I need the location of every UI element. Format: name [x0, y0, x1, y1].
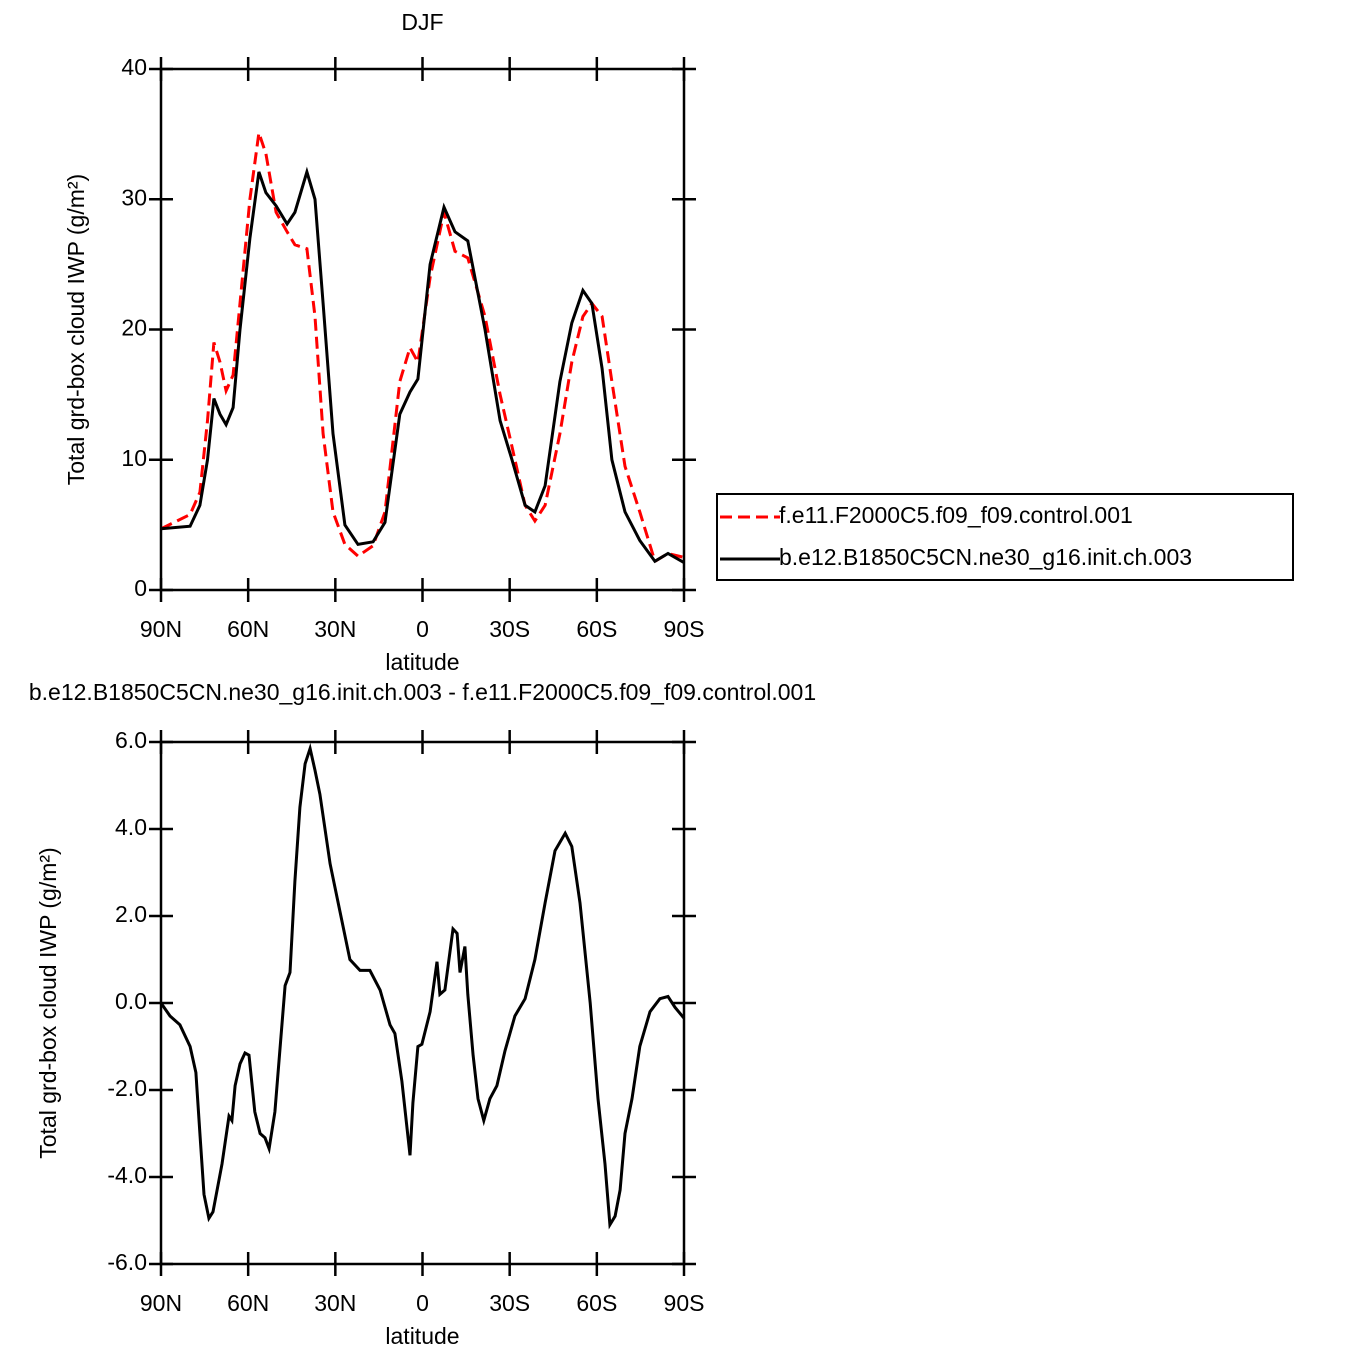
data-line: [160, 166, 685, 564]
x-tick-label: 90N: [140, 1290, 182, 1316]
plot-frame: [159, 740, 686, 1266]
x-tick-label: 90S: [664, 616, 705, 642]
x-axis-label: latitude: [385, 1323, 459, 1349]
x-tick-label: 30N: [314, 1290, 356, 1316]
y-tick-label: -4.0: [107, 1162, 147, 1188]
y-tick-label: 0.0: [115, 988, 147, 1014]
y-tick-label: 6.0: [115, 727, 147, 753]
x-tick-label: 90S: [664, 1290, 705, 1316]
y-tick-label: 40: [121, 54, 147, 80]
x-tick-label: 30N: [314, 616, 356, 642]
data-line: [159, 742, 686, 1230]
legend-box: [716, 493, 1294, 581]
x-tick-label: 30S: [489, 1290, 530, 1316]
legend-label: b.e12.B1850C5CN.ne30_g16.init.ch.003: [779, 544, 1192, 570]
x-tick-label: 60S: [576, 616, 617, 642]
plot-frame: [159, 67, 686, 592]
x-tick-label: 60N: [227, 616, 269, 642]
data-line: [160, 132, 685, 564]
y-axis-label: Total grd-box cloud IWP (g/m²): [35, 847, 61, 1158]
y-tick-label: 2.0: [115, 901, 147, 927]
x-tick-label: 90N: [140, 616, 182, 642]
y-tick-label: 20: [121, 315, 147, 341]
legend-label: f.e11.F2000C5.f09_f09.control.001: [779, 502, 1133, 528]
y-tick-label: 10: [121, 445, 147, 471]
x-tick-label: 0: [416, 1290, 429, 1316]
y-tick-label: 30: [121, 184, 147, 210]
chart-title: DJF: [401, 9, 443, 35]
y-tick-label: 0: [134, 575, 147, 601]
y-axis-label: Total grd-box cloud IWP (g/m²): [63, 174, 89, 485]
y-tick-label: -6.0: [107, 1249, 147, 1275]
x-tick-label: 60S: [576, 1290, 617, 1316]
y-tick-label: 4.0: [115, 814, 147, 840]
x-axis-label: latitude: [385, 649, 459, 675]
x-tick-label: 30S: [489, 616, 530, 642]
y-tick-label: -2.0: [107, 1075, 147, 1101]
x-tick-label: 0: [416, 616, 429, 642]
chart-title: b.e12.B1850C5CN.ne30_g16.init.ch.003 - f…: [29, 679, 816, 705]
x-tick-label: 60N: [227, 1290, 269, 1316]
